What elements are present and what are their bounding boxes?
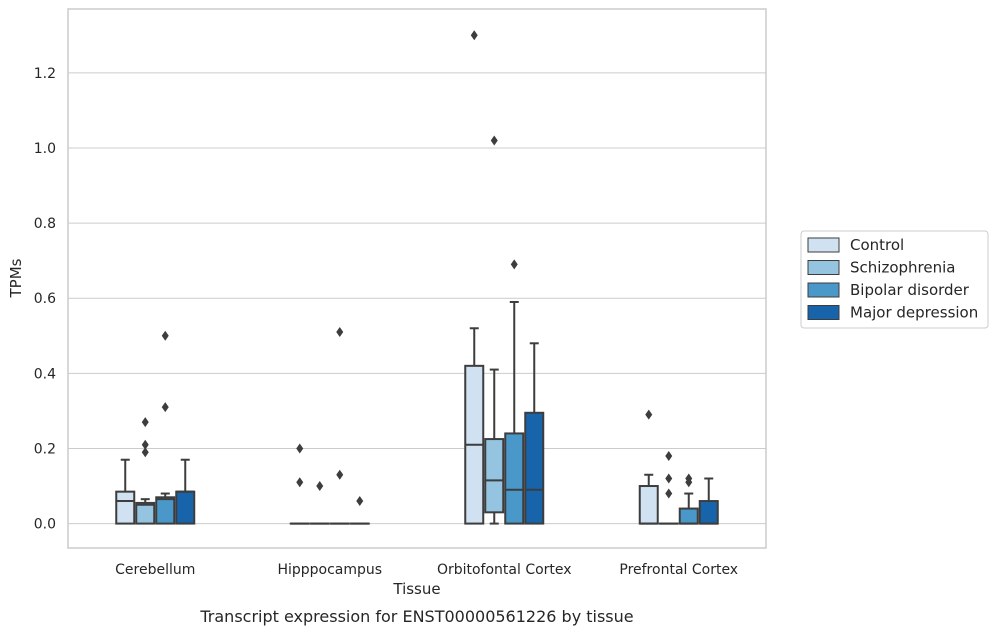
outlier-point (510, 259, 518, 270)
x-tick-label: Hipppocampus (277, 562, 382, 578)
x-tick-label: Prefrontal Cortex (619, 562, 738, 578)
box-schizophrenia (309, 481, 330, 525)
box-control (289, 443, 310, 525)
box-major-depression (698, 477, 719, 525)
x-tick-label: Orbitofontal Cortex (437, 562, 572, 578)
outlier-point (645, 409, 653, 420)
y-tick-label: 0.8 (34, 216, 56, 232)
y-axis-title: TPMs (7, 258, 25, 298)
legend-label: Control (850, 236, 904, 254)
legend-swatch (807, 282, 840, 298)
outlier-point (336, 327, 344, 338)
outlier-point (161, 330, 169, 341)
outlier-point (316, 481, 324, 492)
outlier-point (296, 477, 304, 488)
box-body (155, 496, 176, 525)
box-control (638, 409, 659, 525)
box-body (135, 501, 156, 525)
box-bipolar-disorder (329, 327, 350, 525)
legend-swatch (807, 260, 840, 275)
outlier-point (356, 496, 364, 507)
grid-lines (68, 72, 766, 525)
legend-label: Schizophrenia (850, 259, 955, 277)
legend-box (800, 230, 989, 329)
box-major-depression (349, 496, 370, 525)
box-body (175, 490, 196, 525)
plot-border (67, 8, 767, 549)
box-schizophrenia (484, 135, 505, 525)
outlier-point (685, 477, 693, 488)
plot-frame (67, 8, 767, 549)
y-tick-label: 0.0 (34, 517, 56, 533)
box-body (115, 490, 136, 525)
box-schizophrenia (135, 417, 156, 525)
x-axis-title: Tissue (392, 580, 440, 598)
outlier-point (161, 402, 169, 413)
outlier-point (665, 450, 673, 461)
box-major-depression (524, 342, 545, 525)
box-major-depression (175, 458, 196, 525)
box-control (115, 458, 136, 525)
box-bipolar-disorder (678, 473, 699, 525)
outlier-point (665, 488, 673, 499)
box-body (524, 411, 545, 525)
box-body (504, 432, 525, 525)
y-tick-labels: 0.0 0.2 0.4 0.6 0.8 1.0 1.2 (34, 66, 56, 533)
outlier-point (336, 469, 344, 480)
y-tick-label: 1.0 (34, 141, 56, 157)
box-body (698, 500, 719, 525)
outlier-point (141, 439, 149, 450)
outlier-point (665, 473, 673, 484)
legend-swatch (807, 305, 840, 320)
outlier-point (296, 443, 304, 454)
box-body (678, 507, 699, 525)
legend-swatch (807, 237, 840, 253)
box-body (638, 485, 659, 525)
legend-label: Major depression (850, 304, 978, 322)
y-tick-label: 0.2 (34, 441, 56, 457)
x-tick-labels: Cerebellum Hipppocampus Orbitofontal Corte… (115, 562, 738, 578)
box-body (484, 438, 505, 514)
legend-label: Bipolar disorder (850, 281, 970, 299)
y-tick-label: 0.6 (34, 291, 56, 307)
y-tick-label: 1.2 (34, 66, 56, 82)
outlier-point (141, 417, 149, 428)
box-control (464, 30, 485, 525)
legend: Control Schizophrenia Bipolar disorder Majo… (800, 230, 989, 329)
box-bipolar-disorder (504, 259, 525, 525)
outlier-point (490, 135, 498, 146)
box-schizophrenia (658, 450, 679, 525)
box-groups (115, 30, 719, 525)
outlier-point (470, 30, 478, 41)
chart-caption: Transcript expression for ENST0000056122… (199, 607, 633, 626)
x-tick-label: Cerebellum (115, 562, 195, 578)
outlier-point (141, 447, 149, 458)
y-tick-label: 0.4 (34, 366, 56, 382)
box-bipolar-disorder (155, 330, 176, 525)
